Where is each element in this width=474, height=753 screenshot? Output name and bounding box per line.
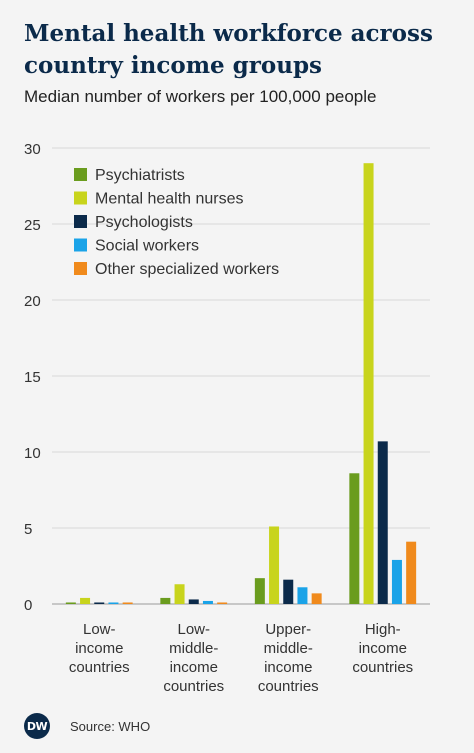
bar-mental-health-nurses <box>269 526 280 604</box>
bar-other-specialized-workers <box>406 541 417 604</box>
bar-psychologists <box>377 441 388 604</box>
legend-swatch <box>74 215 87 228</box>
bar-social-workers <box>297 587 308 604</box>
bar-psychiatrists <box>65 602 76 604</box>
chart-title: Mental health workforce across country i… <box>24 20 433 79</box>
bar-psychiatrists <box>349 473 360 604</box>
x-tick-label: Low-income countries <box>69 621 130 676</box>
bar-social-workers <box>202 600 213 604</box>
x-tick-label: Low-middle-income countries <box>163 621 224 695</box>
bar-other-specialized-workers <box>217 602 228 604</box>
bar-social-workers <box>108 602 119 604</box>
x-tick-label: High-income countries <box>352 621 413 676</box>
bar-mental-health-nurses <box>363 163 374 604</box>
legend-label: Psychologists <box>95 214 193 231</box>
bar-psychologists <box>188 599 199 604</box>
legend-swatch <box>74 238 87 252</box>
y-tick-label: 15 <box>24 369 41 386</box>
legend-label: Social workers <box>95 238 199 255</box>
x-tick-label: Upper-middle-income countries <box>258 621 319 695</box>
bar-chart: 0 5 10 15 20 25 30 Low-income countries Low-middl… <box>24 141 430 695</box>
bar-social-workers <box>391 559 402 604</box>
y-tick-label: 0 <box>24 597 32 614</box>
bar-mental-health-nurses <box>80 597 91 604</box>
y-tick-label: 25 <box>24 217 41 234</box>
footer: DW Source: WHO <box>24 712 150 740</box>
y-tick-label: 30 <box>24 141 41 158</box>
legend-swatch <box>74 168 87 181</box>
bar-psychiatrists <box>160 597 171 604</box>
y-tick-label: 5 <box>24 521 32 538</box>
bar-psychiatrists <box>254 578 265 604</box>
bar-mental-health-nurses <box>174 584 185 604</box>
legend-swatch <box>74 191 87 205</box>
y-tick-label: 20 <box>24 293 41 310</box>
legend-label: Other specialized workers <box>95 261 279 278</box>
legend-label: Psychiatrists <box>95 167 185 184</box>
y-tick-label: 10 <box>24 445 41 462</box>
source-note: Source: WHO <box>70 718 151 734</box>
bar-psychologists <box>283 579 294 604</box>
bar-psychologists <box>94 602 105 604</box>
dw-logo: DW <box>24 713 50 739</box>
legend-label: Mental health nurses <box>95 191 244 208</box>
legend-swatch <box>74 262 87 275</box>
bar-other-specialized-workers <box>311 593 322 604</box>
bar-other-specialized-workers <box>122 602 133 604</box>
chart-subtitle: Median number of workers per 100,000 peo… <box>24 87 377 106</box>
